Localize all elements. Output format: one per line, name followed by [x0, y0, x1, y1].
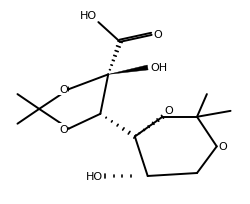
Text: OH: OH	[151, 63, 168, 73]
Text: O: O	[59, 124, 68, 134]
Text: O: O	[60, 85, 69, 95]
Text: O: O	[164, 105, 173, 115]
Text: O: O	[219, 142, 228, 152]
Text: O: O	[154, 30, 162, 40]
Text: HO: HO	[80, 11, 98, 21]
Text: O: O	[59, 85, 68, 95]
Polygon shape	[108, 66, 148, 75]
Text: O: O	[59, 124, 68, 134]
Text: O: O	[219, 141, 228, 151]
Text: O: O	[164, 105, 173, 115]
Text: HO: HO	[86, 171, 103, 181]
